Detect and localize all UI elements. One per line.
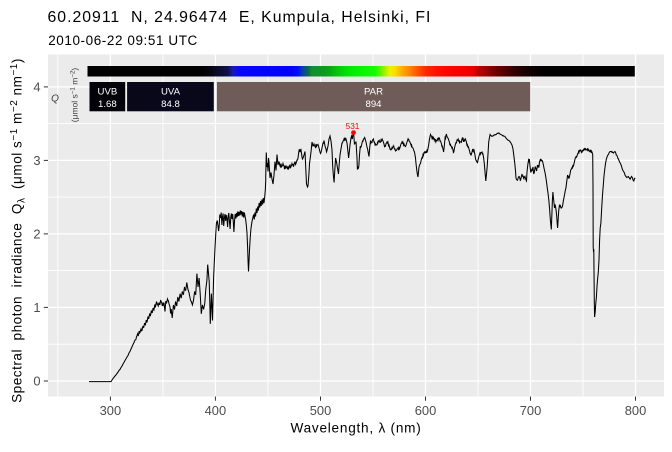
svg-text:(μmol s−1 m−2): (μmol s−1 m−2) xyxy=(70,68,80,123)
svg-text:4: 4 xyxy=(33,80,40,95)
svg-text:2010-06-22 09:51 UTC: 2010-06-22 09:51 UTC xyxy=(48,33,198,48)
svg-text:UVA: UVA xyxy=(161,86,181,97)
svg-text:3: 3 xyxy=(33,153,40,168)
svg-text:894: 894 xyxy=(365,99,382,110)
svg-text:0: 0 xyxy=(33,374,40,389)
svg-text:PAR: PAR xyxy=(364,86,383,97)
svg-text:84.8: 84.8 xyxy=(161,99,180,110)
svg-text:400: 400 xyxy=(205,403,227,418)
svg-text:800: 800 xyxy=(625,403,647,418)
svg-text:531: 531 xyxy=(346,121,360,131)
svg-text:700: 700 xyxy=(520,403,542,418)
svg-text:UVB: UVB xyxy=(98,86,118,97)
svg-text:60.20911 N, 24.96474 E, Kump: 60.20911 N, 24.96474 E, Kumpula, Helsink… xyxy=(48,9,432,26)
svg-text:Q: Q xyxy=(51,94,59,105)
svg-text:300: 300 xyxy=(100,403,122,418)
svg-text:1: 1 xyxy=(33,300,40,315)
svg-text:500: 500 xyxy=(310,403,332,418)
svg-text:1.68: 1.68 xyxy=(98,99,117,110)
svg-text:Wavelength, λ (nm): Wavelength, λ (nm) xyxy=(290,421,421,436)
svg-text:600: 600 xyxy=(415,403,437,418)
svg-text:Spectral photon irradiance: Spectral photon irradiance Qλ (μmol s−1 … xyxy=(9,58,27,403)
svg-text:2: 2 xyxy=(33,227,40,242)
